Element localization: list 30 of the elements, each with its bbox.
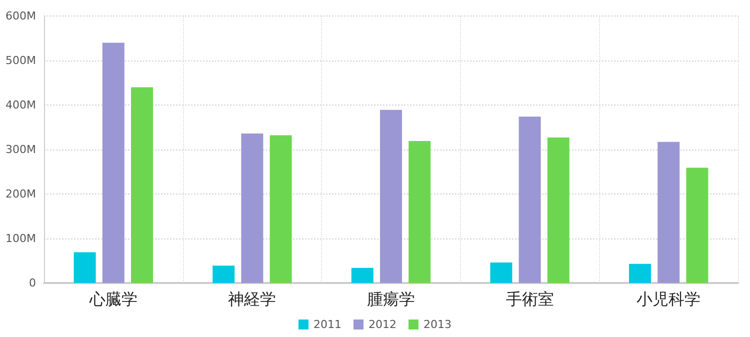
bar	[351, 268, 374, 283]
legend-label: 2012	[368, 318, 397, 331]
bar	[686, 168, 708, 283]
bar	[74, 252, 96, 283]
y-tick-label: 400M	[6, 98, 36, 112]
bar	[212, 266, 235, 283]
y-tick-label: 600M	[6, 10, 36, 22]
bar	[408, 141, 431, 283]
y-tick-label: 500M	[6, 54, 36, 67]
legend-label: 2013	[423, 318, 452, 331]
bar	[102, 42, 124, 283]
x-tick-label: 小児科学	[636, 290, 701, 308]
x-tick-label: 腫瘍学	[367, 290, 415, 308]
bar	[131, 87, 153, 283]
legend-label: 2011	[314, 318, 342, 331]
x-tick-label: 心臓学	[88, 290, 138, 308]
x-tick-label: 神経学	[228, 290, 276, 308]
x-tick-label: 手術室	[506, 290, 554, 308]
bar	[518, 116, 541, 283]
bar	[547, 137, 570, 283]
bar	[490, 262, 512, 283]
y-tick-label: 200M	[6, 188, 36, 200]
y-tick-label: 0	[29, 276, 36, 290]
bar	[629, 264, 651, 283]
bar	[658, 142, 680, 283]
y-tick-label: 100M	[6, 232, 36, 245]
bar	[270, 135, 292, 283]
y-tick-label: 300M	[6, 143, 36, 156]
bar	[380, 110, 402, 283]
bar	[241, 133, 264, 283]
